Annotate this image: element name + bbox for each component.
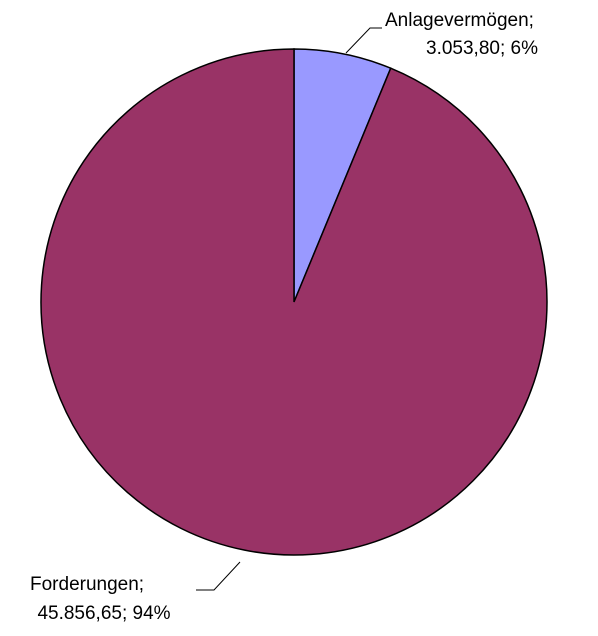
leader-line: [345, 27, 382, 54]
value-label: 3.053,80; 6%: [426, 38, 538, 59]
leader-line: [196, 561, 241, 591]
pie-slice: [40, 48, 548, 556]
slice-label: Forderungen;: [30, 574, 144, 595]
value-label: 45.856,65; 94%: [37, 603, 170, 624]
slice-label: Anlagevermögen;: [385, 10, 534, 31]
